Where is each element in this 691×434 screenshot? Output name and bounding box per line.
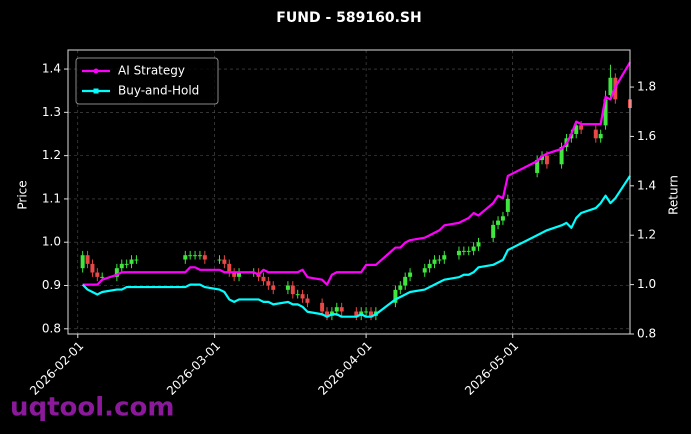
candle-body bbox=[368, 311, 373, 316]
y2-tick-label: 1.2 bbox=[637, 228, 656, 242]
watermark: uqtool.com bbox=[10, 393, 174, 423]
candle-body bbox=[403, 276, 408, 286]
series-line bbox=[82, 61, 631, 286]
candle-body bbox=[183, 255, 188, 260]
candle-body bbox=[217, 259, 222, 261]
y2-tick-label: 1.0 bbox=[637, 277, 656, 291]
y2-axis-label: Return bbox=[667, 175, 681, 215]
candle-body bbox=[95, 272, 100, 277]
legend-label: Buy-and-Hold bbox=[118, 84, 199, 98]
candle-body bbox=[393, 289, 398, 303]
candle-body bbox=[193, 255, 198, 257]
candle-body bbox=[114, 268, 119, 277]
candle-body bbox=[334, 307, 339, 312]
candle-body bbox=[535, 159, 540, 173]
plot-area bbox=[68, 50, 632, 334]
candle-body bbox=[608, 77, 613, 96]
candle-body bbox=[491, 224, 496, 238]
candle-body bbox=[579, 125, 584, 130]
legend-marker bbox=[93, 68, 99, 74]
candle-body bbox=[398, 285, 403, 290]
candle-body bbox=[325, 311, 330, 316]
candle-body bbox=[456, 250, 461, 256]
candle-body bbox=[466, 250, 471, 252]
candle-body bbox=[90, 263, 95, 273]
candle-body bbox=[290, 285, 295, 295]
candle-body bbox=[100, 276, 105, 278]
candle-body bbox=[471, 246, 476, 251]
candle-body bbox=[227, 263, 232, 273]
candle-body bbox=[266, 281, 271, 286]
candle-body bbox=[442, 255, 447, 260]
candle-body bbox=[305, 298, 310, 303]
legend-label: AI Strategy bbox=[118, 64, 185, 78]
candle-body bbox=[295, 294, 300, 296]
candle-body bbox=[80, 255, 85, 269]
y2-tick-label: 1.6 bbox=[637, 129, 656, 143]
y2-tick-label: 0.8 bbox=[637, 327, 656, 341]
candle-body bbox=[119, 263, 124, 269]
candle-body bbox=[271, 285, 276, 290]
candle-body bbox=[222, 259, 227, 264]
candle-body bbox=[354, 311, 359, 316]
candle-body bbox=[496, 220, 501, 225]
candle-body bbox=[197, 255, 202, 257]
candle-body bbox=[505, 198, 510, 212]
candle-body bbox=[134, 259, 139, 261]
y-tick-label: 1.3 bbox=[42, 105, 61, 119]
candle-body bbox=[422, 268, 427, 273]
candle-body bbox=[261, 276, 266, 282]
y-tick-label: 1.1 bbox=[42, 191, 61, 205]
legend-box bbox=[75, 57, 219, 105]
plot-frame bbox=[67, 49, 631, 335]
candle-body bbox=[232, 272, 237, 277]
candle-body bbox=[432, 259, 437, 264]
candle-body bbox=[202, 255, 207, 260]
candle-body bbox=[544, 155, 549, 165]
candle-body bbox=[339, 307, 344, 312]
candle-body bbox=[364, 311, 369, 313]
candle-body bbox=[540, 155, 545, 160]
y2-tick-label: 1.8 bbox=[637, 80, 656, 94]
y-tick-label: 1.2 bbox=[42, 148, 61, 162]
y-tick-label: 0.9 bbox=[42, 278, 61, 292]
candle-body bbox=[593, 129, 598, 139]
y2-tick-label: 1.4 bbox=[637, 178, 656, 192]
candle-body bbox=[427, 263, 432, 269]
legend-marker bbox=[93, 88, 99, 94]
candle-body bbox=[574, 125, 579, 134]
y-axis-label: Price bbox=[16, 180, 30, 209]
candle-body bbox=[476, 242, 481, 247]
y-tick-label: 1.4 bbox=[42, 62, 61, 76]
candle-body bbox=[437, 259, 442, 261]
candle-body bbox=[237, 272, 242, 277]
candle-body bbox=[188, 255, 193, 257]
candle-body bbox=[559, 146, 564, 165]
candle-body bbox=[408, 272, 413, 277]
candle-body bbox=[320, 302, 325, 312]
candle-body bbox=[124, 263, 129, 265]
y-tick-label: 0.8 bbox=[42, 321, 61, 335]
candle-body bbox=[300, 294, 305, 299]
chart-title: FUND - 589160.SH bbox=[276, 10, 421, 26]
candle-body bbox=[598, 133, 603, 139]
y-tick-label: 1.0 bbox=[42, 235, 61, 249]
candle-body bbox=[129, 259, 134, 264]
candle-body bbox=[85, 255, 90, 264]
candle-body bbox=[461, 250, 466, 252]
candle-body bbox=[285, 285, 290, 290]
candle-body bbox=[500, 216, 505, 221]
candle-body bbox=[603, 99, 608, 126]
series-line bbox=[81, 175, 631, 318]
